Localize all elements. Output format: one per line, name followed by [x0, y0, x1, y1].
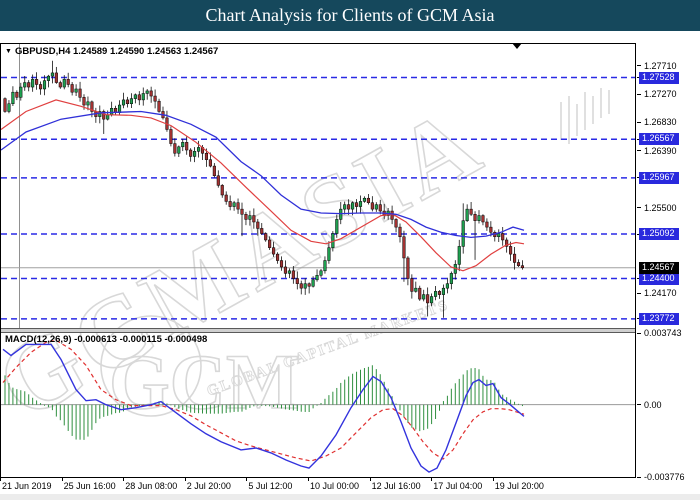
time-tick-label: 17 Jul 04:00 [433, 481, 483, 491]
time-tick [431, 478, 433, 481]
axis-tick [637, 150, 641, 152]
panel-splitter[interactable] [1, 328, 635, 333]
window-bottom-edge [0, 494, 700, 500]
level-price-label: 1.25967 [639, 171, 679, 184]
axis-tick [637, 121, 641, 123]
time-tick-label: 2 Jul 20:00 [186, 481, 231, 491]
axis-tick [637, 292, 641, 294]
axis-tick [637, 476, 641, 478]
time-tick [123, 478, 125, 481]
price-axis[interactable]: 1.27710 1.27270 1.26830 1.26390 1.25500 1.241… [637, 0, 700, 500]
axis-tick [637, 65, 641, 67]
time-tick [0, 478, 1, 481]
watermark-logo-circle [100, 315, 202, 417]
price-tick-label: 1.24170 [644, 288, 677, 299]
symbol-ohlc-text: GBPUSD,H4 1.24589 1.24590 1.24563 1.2456… [14, 46, 219, 57]
chart-window: GCMASIA GCM GLOBAL CAPITAL MARKETS [0, 43, 636, 478]
time-tick-label: 28 Jun 08:00 [125, 481, 178, 491]
time-tick [369, 478, 371, 481]
axis-tick [637, 404, 641, 406]
time-tick [308, 478, 309, 481]
title-banner: Chart Analysis for Clients of GCM Asia [0, 0, 700, 31]
page-title: Chart Analysis for Clients of GCM Asia [205, 5, 495, 25]
macd-indicator-canvas[interactable] [1, 333, 635, 477]
macd-tick-label: 0.003743 [644, 328, 682, 338]
time-tick [184, 478, 186, 481]
watermark-bars [560, 88, 610, 144]
price-tick-label: 1.27270 [644, 89, 677, 100]
level-price-label: 1.27528 [639, 71, 679, 84]
symbol-ohlc-label: ▼ GBPUSD,H4 1.24589 1.24590 1.24563 1.245… [5, 46, 218, 57]
time-tick [246, 478, 248, 481]
price-tick-label: 1.25500 [644, 202, 677, 213]
watermark-layer: GCMASIA GCM GLOBAL CAPITAL MARKETS [1, 83, 610, 443]
time-tick [492, 478, 494, 481]
macd-values-label: MACD(12,26,9) -0.000613 -0.000115 -0.000… [5, 334, 208, 345]
price-tick-label: 1.26390 [644, 145, 677, 156]
axis-tick [637, 332, 641, 334]
main-chart-canvas[interactable] [1, 44, 635, 328]
price-tick-label: 1.26830 [644, 117, 677, 128]
level-price-label: 1.26567 [639, 133, 679, 146]
time-axis[interactable]: 21 Jun 2019 25 Jun 16:00 28 Jun 08:00 2 Jul… [0, 478, 637, 494]
level-price-label: 1.23772 [639, 312, 679, 325]
level-price-label: 1.25092 [639, 228, 679, 241]
level-price-label: 1.24400 [639, 272, 679, 285]
symbol-dropdown-icon[interactable]: ▼ [5, 48, 12, 55]
last-bar-marker-icon[interactable] [512, 43, 522, 49]
macd-tick-label: 0.00 [644, 399, 662, 410]
time-tick-label: 19 Jul 20:00 [494, 481, 544, 491]
time-tick-label: 5 Jul 12:00 [248, 481, 293, 491]
watermark-logo-text: GCM [109, 338, 300, 425]
time-tick-label: 21 Jun 2019 [2, 481, 52, 491]
time-tick [61, 478, 63, 481]
time-tick-label: 10 Jul 00:00 [310, 481, 360, 491]
current-price-label: 1.24567 [639, 261, 679, 274]
macd-tick-label: -0.003776 [644, 472, 685, 482]
axis-tick [637, 93, 641, 95]
price-tick-label: 1.27710 [644, 60, 677, 71]
axis-tick [637, 207, 641, 209]
time-tick-label: 25 Jun 16:00 [63, 481, 116, 491]
time-tick-label: 12 Jul 16:00 [371, 481, 421, 491]
